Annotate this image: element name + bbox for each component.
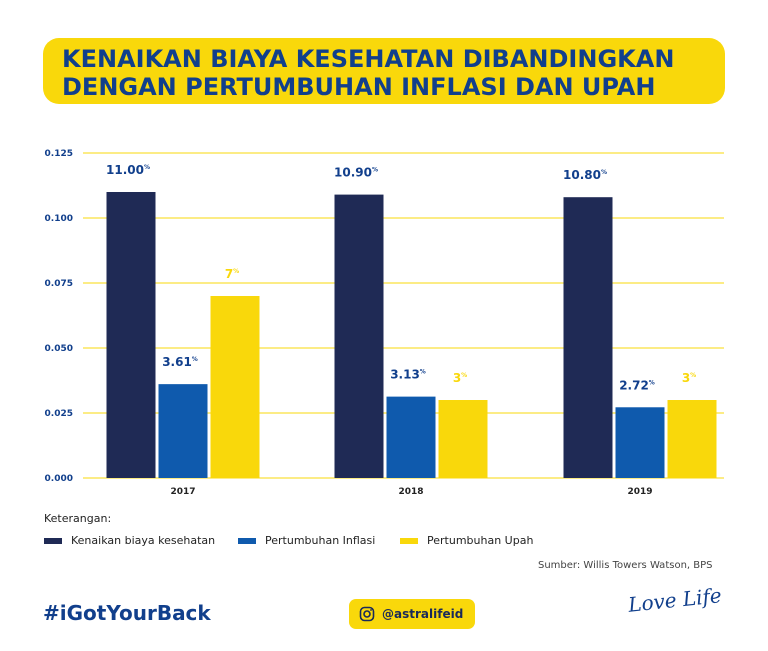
bar-2017-s2: [210, 296, 260, 478]
legend-label-wage: Pertumbuhan Upah: [427, 534, 534, 547]
bar-2018-s1: [386, 396, 436, 478]
data-label: 3%: [453, 371, 467, 385]
bar-2019-s2: [667, 400, 717, 478]
y-tick-label: 0.000: [45, 474, 73, 484]
y-tick-label: 0.025: [45, 409, 73, 419]
hashtag: #iGotYourBack: [43, 601, 211, 625]
y-tick-label: 0.075: [45, 279, 73, 289]
data-label: 10.80%: [563, 168, 607, 182]
data-label: 11.00%: [106, 163, 150, 177]
legend-swatch-health: [44, 537, 62, 544]
legend-label-inflation: Pertumbuhan Inflasi: [265, 534, 376, 547]
bar-2019-s0: [563, 197, 613, 478]
instagram-handle: @astralifeid: [382, 607, 464, 621]
data-label: 2.72%: [619, 378, 655, 392]
legend-label-health: Kenaikan biaya kesehatan: [71, 534, 216, 547]
legend-item-wage: Pertumbuhan Upah: [400, 534, 533, 547]
bar-2017-s0: [106, 192, 156, 478]
instagram-icon: [359, 606, 375, 622]
data-label: 7%: [225, 267, 239, 281]
x-tick-label: 2018: [398, 487, 423, 497]
legend-item-health: Kenaikan biaya kesehatan: [44, 534, 215, 547]
legend-swatch-wage: [400, 537, 418, 544]
data-label: 10.90%: [334, 166, 378, 180]
legend-title: Keterangan:: [44, 512, 112, 525]
legend-item-inflation: Pertumbuhan Inflasi: [238, 534, 375, 547]
y-tick-label: 0.125: [45, 149, 73, 159]
bar-2019-s1: [615, 407, 665, 478]
chart-title: KENAIKAN BIAYA KESEHATAN DIBANDINGKAN DE…: [62, 45, 675, 101]
legend-swatch-inflation: [238, 537, 256, 544]
data-label: 3%: [682, 371, 696, 385]
source-note: Sumber: Willis Towers Watson, BPS: [538, 560, 713, 571]
data-label: 3.13%: [390, 368, 426, 382]
x-tick-label: 2019: [627, 487, 652, 497]
data-label: 3.61%: [162, 355, 198, 369]
y-tick-label: 0.050: [45, 344, 73, 354]
title-banner: [43, 38, 725, 104]
y-tick-label: 0.100: [45, 214, 73, 224]
x-tick-label: 2017: [170, 487, 195, 497]
bar-2017-s1: [158, 384, 208, 478]
bar-2018-s0: [334, 194, 384, 478]
bar-2018-s2: [438, 400, 488, 478]
instagram-badge[interactable]: @astralifeid: [349, 599, 475, 629]
